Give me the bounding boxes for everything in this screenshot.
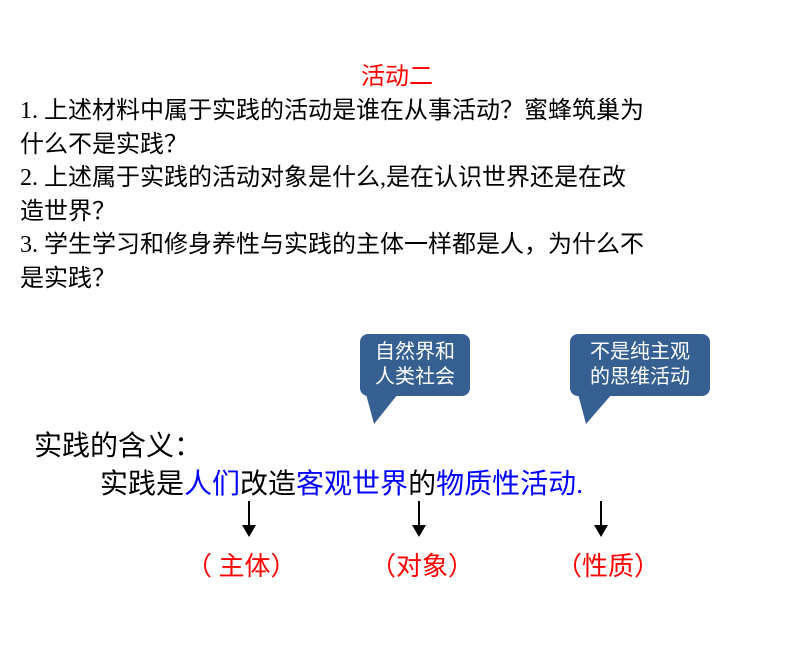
- def-period: .: [576, 469, 583, 500]
- questions-block: 1. 上述材料中属于实践的活动是谁在从事活动？蜜蜂筑巢为 什么不是实践？ 2. …: [20, 95, 774, 297]
- def-subject: 人们: [184, 469, 240, 500]
- callout1-line2: 人类社会: [370, 365, 460, 390]
- callout1-tail: [366, 394, 398, 424]
- question-3-line1: 3. 学生学习和修身养性与实践的主体一样都是人，为什么不: [20, 229, 774, 263]
- role-object: （对象）: [370, 546, 474, 583]
- def-mid1: 改造: [240, 469, 296, 500]
- def-mid2: 的: [408, 469, 436, 500]
- arrow-nature: [600, 501, 602, 535]
- activity-title: 活动二: [0, 56, 794, 91]
- callout2-line1: 不是纯主观: [580, 340, 700, 365]
- question-2-line2: 造世界？: [20, 196, 774, 230]
- def-prefix: 实践是: [100, 469, 184, 500]
- callout1-line1: 自然界和: [370, 340, 460, 365]
- arrow-subject: [248, 501, 250, 535]
- callout2-line2: 的思维活动: [580, 365, 700, 390]
- question-3-line2: 是实践？: [20, 263, 774, 297]
- def-object: 客观世界: [296, 469, 408, 500]
- def-nature: 物质性活动: [436, 469, 576, 500]
- role-nature: （性质）: [556, 546, 660, 583]
- definition-label: 实践的含义：: [34, 424, 202, 464]
- callout-nature-society: 自然界和 人类社会: [360, 334, 470, 396]
- question-1-line1: 1. 上述材料中属于实践的活动是谁在从事活动？蜜蜂筑巢为: [20, 95, 774, 129]
- callout-not-subjective: 不是纯主观 的思维活动: [570, 334, 710, 396]
- question-1-line2: 什么不是实践？: [20, 129, 774, 163]
- question-2-line1: 2. 上述属于实践的活动对象是什么,是在认识世界还是在改: [20, 162, 774, 196]
- callout2-tail: [578, 394, 612, 424]
- role-subject: （ 主体）: [186, 546, 297, 583]
- definition-sentence: 实践是人们改造客观世界的物质性活动.: [100, 462, 583, 502]
- arrow-object: [418, 501, 420, 535]
